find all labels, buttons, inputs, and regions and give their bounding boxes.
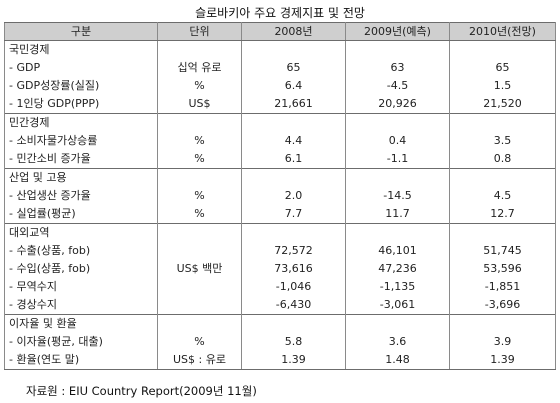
table-row: - 경상수지 -6,430 -3,061 -3,696 bbox=[4, 296, 556, 315]
value-2009: 1.48 bbox=[345, 351, 450, 370]
value-2010: 21,520 bbox=[449, 95, 556, 114]
value-2008: 21,661 bbox=[241, 95, 346, 114]
table-row: - GDP성장률(실질) % 6.4 -4.5 1.5 bbox=[4, 77, 556, 95]
section-header-row: 민간경제 bbox=[4, 113, 556, 132]
section-title: 이자율 및 환율 bbox=[4, 314, 158, 333]
header-unit: 단위 bbox=[157, 22, 242, 41]
row-unit: US$ bbox=[157, 95, 242, 114]
row-label: - 수출(상품, fob) bbox=[4, 242, 158, 260]
value-2010: 1.5 bbox=[449, 77, 556, 95]
section-title: 대외교역 bbox=[4, 223, 158, 242]
section-title: 산업 및 고용 bbox=[4, 168, 158, 187]
table-row: - 환율(연도 말) US$ : 유로 1.39 1.48 1.39 bbox=[4, 351, 556, 370]
row-unit: US$ 백만 bbox=[157, 260, 242, 278]
row-unit: % bbox=[157, 132, 242, 150]
value-2008: 72,572 bbox=[241, 242, 346, 260]
section-industry-employment: 산업 및 고용 - 산업생산 증가율 % 2.0 -14.5 4.5 - 실업률… bbox=[4, 168, 556, 224]
value-2010: -3,696 bbox=[449, 296, 556, 315]
row-label: - 수입(상품, fob) bbox=[4, 260, 158, 278]
header-2010: 2010년(전망) bbox=[449, 22, 556, 41]
value-2010: 51,745 bbox=[449, 242, 556, 260]
row-unit: % bbox=[157, 187, 242, 205]
row-label: - 경상수지 bbox=[4, 296, 158, 315]
value-2009: 47,236 bbox=[345, 260, 450, 278]
section-interest-exchange: 이자율 및 환율 - 이자율(평균, 대출) % 5.8 3.6 3.9 - 환… bbox=[4, 314, 556, 370]
header-2009: 2009년(예측) bbox=[345, 22, 450, 41]
row-unit: US$ : 유로 bbox=[157, 351, 242, 370]
row-label: - 이자율(평균, 대출) bbox=[4, 333, 158, 351]
row-label: - 1인당 GDP(PPP) bbox=[4, 95, 158, 114]
row-label: - 민간소비 증가율 bbox=[4, 150, 158, 169]
section-title: 민간경제 bbox=[4, 113, 158, 132]
section-national-economy: 국민경제 - GDP 십억 유로 65 63 65 - GDP성장률(실질) %… bbox=[4, 40, 556, 114]
value-2009: 3.6 bbox=[345, 333, 450, 351]
value-2010: 12.7 bbox=[449, 205, 556, 224]
row-unit: % bbox=[157, 77, 242, 95]
table-row: - 1인당 GDP(PPP) US$ 21,661 20,926 21,520 bbox=[4, 95, 556, 114]
value-2009: 0.4 bbox=[345, 132, 450, 150]
section-title: 국민경제 bbox=[4, 40, 158, 59]
row-label: - 산업생산 증가율 bbox=[4, 187, 158, 205]
value-2010: 4.5 bbox=[449, 187, 556, 205]
table-row: - 이자율(평균, 대출) % 5.8 3.6 3.9 bbox=[4, 333, 556, 351]
economic-indicators-table: 구분 단위 2008년 2009년(예측) 2010년(전망) 국민경제 - G… bbox=[4, 22, 556, 370]
value-2008: 6.4 bbox=[241, 77, 346, 95]
value-2010: 0.8 bbox=[449, 150, 556, 169]
row-unit: % bbox=[157, 205, 242, 224]
value-2009: -1,135 bbox=[345, 278, 450, 296]
row-unit: % bbox=[157, 150, 242, 169]
row-unit: 십억 유로 bbox=[157, 59, 242, 77]
value-2008: -1,046 bbox=[241, 278, 346, 296]
row-label: - GDP bbox=[4, 59, 158, 77]
table-title: 슬로바키아 주요 경제지표 및 전망 bbox=[195, 6, 365, 20]
table-row: - 수출(상품, fob) 72,572 46,101 51,745 bbox=[4, 242, 556, 260]
row-label: - 환율(연도 말) bbox=[4, 351, 158, 370]
header-category: 구분 bbox=[4, 22, 158, 41]
section-header-row: 산업 및 고용 bbox=[4, 168, 556, 187]
header-2008: 2008년 bbox=[241, 22, 346, 41]
source-note: 자료원 : EIU Country Report(2009년 11월) bbox=[26, 384, 257, 398]
value-2009: 46,101 bbox=[345, 242, 450, 260]
table-row: - 소비자물가상승률 % 4.4 0.4 3.5 bbox=[4, 132, 556, 150]
value-2010: 3.5 bbox=[449, 132, 556, 150]
section-header-row: 이자율 및 환율 bbox=[4, 314, 556, 333]
value-2009: 20,926 bbox=[345, 95, 450, 114]
value-2008: 5.8 bbox=[241, 333, 346, 351]
value-2008: 65 bbox=[241, 59, 346, 77]
value-2008: 1.39 bbox=[241, 351, 346, 370]
value-2010: 3.9 bbox=[449, 333, 556, 351]
section-header-row: 국민경제 bbox=[4, 40, 556, 59]
table-row: - 실업률(평균) % 7.7 11.7 12.7 bbox=[4, 205, 556, 224]
value-2008: -6,430 bbox=[241, 296, 346, 315]
row-unit: % bbox=[157, 333, 242, 351]
value-2008: 7.7 bbox=[241, 205, 346, 224]
value-2010: -1,851 bbox=[449, 278, 556, 296]
section-foreign-trade: 대외교역 - 수출(상품, fob) 72,572 46,101 51,745 … bbox=[4, 223, 556, 315]
section-private-economy: 민간경제 - 소비자물가상승률 % 4.4 0.4 3.5 - 민간소비 증가율… bbox=[4, 113, 556, 169]
value-2009: 63 bbox=[345, 59, 450, 77]
table-row: - 산업생산 증가율 % 2.0 -14.5 4.5 bbox=[4, 187, 556, 205]
value-2009: -3,061 bbox=[345, 296, 450, 315]
section-header-row: 대외교역 bbox=[4, 223, 556, 242]
table-row: - GDP 십억 유로 65 63 65 bbox=[4, 59, 556, 77]
table-row: - 민간소비 증가율 % 6.1 -1.1 0.8 bbox=[4, 150, 556, 169]
value-2008: 2.0 bbox=[241, 187, 346, 205]
value-2009: 11.7 bbox=[345, 205, 450, 224]
value-2008: 73,616 bbox=[241, 260, 346, 278]
row-label: - 실업률(평균) bbox=[4, 205, 158, 224]
header-row: 구분 단위 2008년 2009년(예측) 2010년(전망) bbox=[4, 22, 556, 41]
row-label: - 무역수지 bbox=[4, 278, 158, 296]
value-2010: 1.39 bbox=[449, 351, 556, 370]
value-2009: -4.5 bbox=[345, 77, 450, 95]
value-2009: -14.5 bbox=[345, 187, 450, 205]
value-2010: 53,596 bbox=[449, 260, 556, 278]
value-2009: -1.1 bbox=[345, 150, 450, 169]
value-2010: 65 bbox=[449, 59, 556, 77]
row-label: - 소비자물가상승률 bbox=[4, 132, 158, 150]
table-row: - 수입(상품, fob) US$ 백만 73,616 47,236 53,59… bbox=[4, 260, 556, 278]
value-2008: 6.1 bbox=[241, 150, 346, 169]
row-label: - GDP성장률(실질) bbox=[4, 77, 158, 95]
table-row: - 무역수지 -1,046 -1,135 -1,851 bbox=[4, 278, 556, 296]
value-2008: 4.4 bbox=[241, 132, 346, 150]
